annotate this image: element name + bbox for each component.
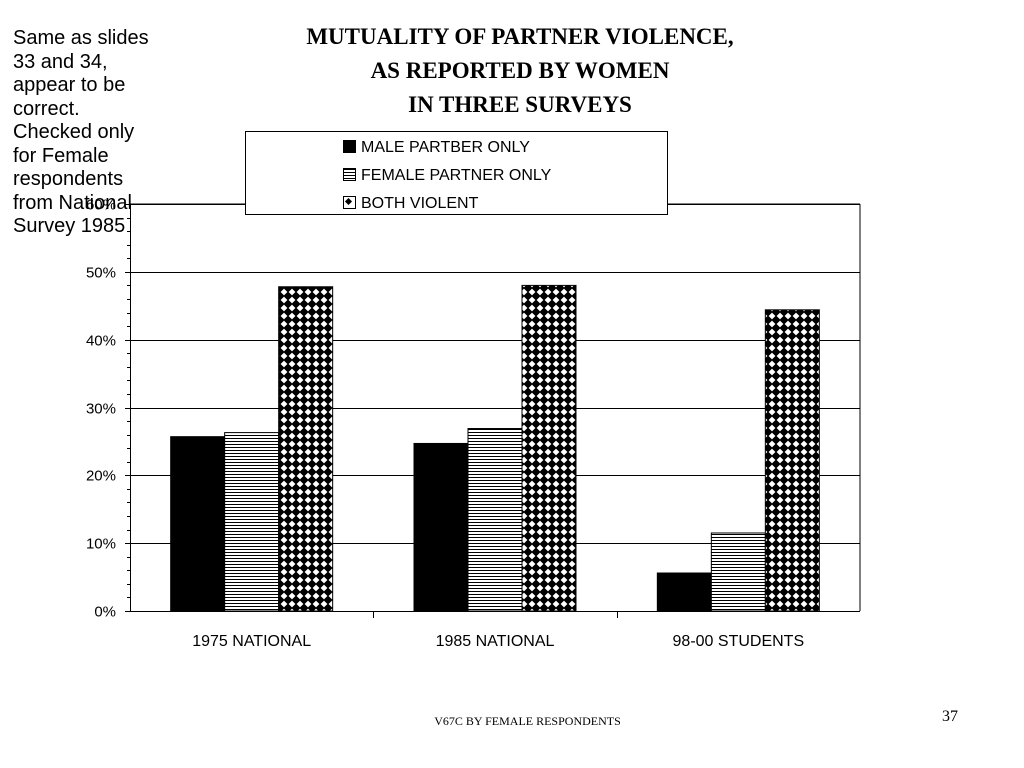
bar-female — [710, 532, 766, 612]
legend-label-female: FEMALE PARTNER ONLY — [361, 167, 552, 184]
bar-male — [170, 436, 226, 612]
y-tick-label: 60% — [86, 197, 116, 214]
y-tick-label: 50% — [86, 265, 116, 282]
y-tick-label: 10% — [86, 536, 116, 553]
bar-male — [413, 442, 469, 612]
bar-female — [224, 432, 280, 612]
legend-item-both: BOTH VIOLENT — [343, 194, 478, 214]
slide-footer: V67C BY FEMALE RESPONDENTS — [434, 714, 621, 728]
chart-legend: MALE PARTBER ONLY FEMALE PARTNER ONLY BO… — [245, 131, 668, 215]
x-tick-label: 1985 NATIONAL — [436, 633, 555, 650]
legend-label-both: BOTH VIOLENT — [361, 195, 479, 212]
y-tick-label: 30% — [86, 401, 116, 418]
bar-female — [467, 428, 523, 612]
bar-male — [656, 572, 712, 612]
chart-title: MUTUALITY OF PARTNER VIOLENCE, AS REPORT… — [306, 24, 734, 117]
legend-swatch-male — [343, 140, 356, 153]
slide-note: Same as slides 33 and 34, appear to be c… — [13, 27, 149, 237]
bar-both — [278, 286, 334, 612]
bar-both — [764, 309, 820, 612]
y-tick-label: 40% — [86, 333, 116, 350]
tick-labels: 0% 10% 20% 30% 40% 50% 60% 1975 NATIONAL 1985 NA… — [86, 197, 804, 651]
slide-number: 37 — [942, 708, 958, 725]
legend-item-male: MALE PARTBER ONLY — [343, 138, 530, 158]
y-tick-label: 20% — [86, 468, 116, 485]
bars — [170, 284, 820, 612]
bar-both — [521, 284, 577, 612]
x-tick-label: 98-00 STUDENTS — [673, 633, 805, 650]
legend-item-female: FEMALE PARTNER ONLY — [343, 166, 551, 186]
x-tick-label: 1975 NATIONAL — [192, 633, 311, 650]
legend-swatch-female — [343, 168, 356, 181]
legend-label-male: MALE PARTBER ONLY — [361, 139, 530, 156]
legend-swatch-both — [343, 196, 356, 209]
y-tick-label: 0% — [94, 604, 116, 621]
